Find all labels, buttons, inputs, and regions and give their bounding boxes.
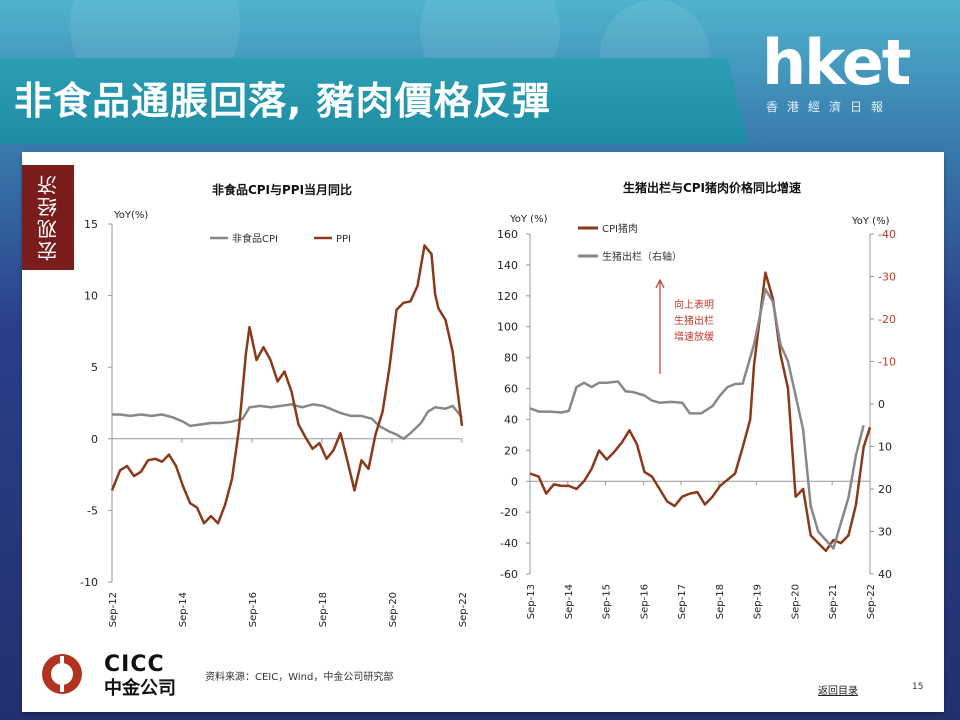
legend-label-ppi: PPI: [336, 234, 351, 245]
y-tick-label: 5: [91, 361, 98, 374]
y-tick-label: 80: [504, 352, 518, 365]
cicc-logo-icon: [42, 654, 82, 694]
x-tick-label: Sep-20: [790, 584, 801, 619]
y-right-tick-label: 20: [878, 483, 892, 496]
chart-title: 生猪出栏与CPI猪肉价格同比增速: [623, 180, 801, 195]
x-tick-label: Sep-19: [753, 584, 764, 619]
page-title: 非食品通脹回落, 豬肉價格反彈: [14, 79, 551, 123]
x-tick-label: Sep-16: [248, 592, 259, 627]
chart-legend: 非食品CPI PPI: [210, 232, 351, 245]
series-line-非食品CPI: [112, 403, 463, 441]
annotation-line-1: 向上表明: [674, 298, 714, 311]
x-tick-label: Sep-12: [108, 592, 119, 627]
legend-label-cpi-pork: CPI猪肉: [602, 222, 638, 235]
x-tick-label: Sep-16: [639, 584, 650, 619]
x-tick-label: Sep-21: [828, 584, 839, 619]
y-tick-label: -10: [80, 576, 98, 589]
title-banner: [0, 58, 748, 144]
y-right-tick-label: 0: [878, 398, 885, 411]
hket-logo-subtitle: 香港經濟日報: [766, 100, 893, 114]
y-tick-label: 100: [497, 321, 518, 334]
y-right-tick-label: -20: [878, 313, 896, 326]
y-tick-label: 0: [511, 475, 518, 488]
x-tick-label: Sep-15: [602, 584, 613, 619]
company-name-en: CICC: [104, 652, 165, 677]
y-right-tick-label: -10: [878, 356, 896, 369]
y-tick-label: 20: [504, 444, 518, 457]
chart-noncore-cpi-ppi: 非食品CPI与PPI当月同比 YoY(%) 非食品CPI PPI 15 10 5 0 -…: [80, 182, 469, 627]
x-tick-label: Sep-14: [178, 592, 189, 627]
page-number: 15: [912, 682, 924, 692]
company-name-cn: 中金公司: [104, 678, 176, 699]
y-right-tick-label: 10: [878, 441, 892, 454]
y-tick-label: 15: [84, 218, 98, 231]
y-tick-label: 40: [504, 413, 518, 426]
y-right-tick-label: -40: [878, 228, 896, 241]
back-to-contents-link[interactable]: 返回目录: [818, 686, 858, 697]
y-axis-label: YoY(%): [113, 210, 148, 221]
chart-legend: CPI猪肉 生猪出栏（右轴）: [578, 222, 682, 263]
series-line-生猪出栏（右轴）: [529, 288, 865, 550]
x-tick-label: Sep-13: [526, 584, 537, 619]
hket-logo: hket: [762, 26, 911, 99]
annotation-line-2: 生猪出栏: [674, 314, 714, 327]
x-tick-label: Sep-18: [318, 592, 329, 627]
y-right-tick-label: 40: [878, 568, 892, 581]
x-tick-label: Sep-22: [458, 592, 469, 627]
y-tick-label: 0: [91, 433, 98, 446]
y-tick-label: -60: [500, 568, 518, 581]
x-tick-label: Sep-22: [866, 584, 877, 619]
x-tick-label: Sep-17: [677, 584, 688, 619]
y-tick-label: 10: [84, 290, 98, 303]
y-axis-label-left: YoY (%): [509, 214, 548, 225]
y-tick-label: -5: [87, 504, 98, 517]
annotation-line-3: 增速放缓: [674, 330, 714, 343]
series-line-PPI: [110, 244, 464, 525]
legend-label-hog-output: 生猪出栏（右轴）: [602, 250, 682, 263]
y-tick-label: 160: [497, 228, 518, 241]
y-tick-label: 60: [504, 383, 518, 396]
y-axis-label-right: YoY (%): [851, 216, 890, 227]
chart-title: 非食品CPI与PPI当月同比: [212, 182, 352, 197]
x-tick-label: Sep-14: [564, 584, 575, 619]
chart-hog-pork-price: 生猪出栏与CPI猪肉价格同比增速 YoY (%) YoY (%) CPI猪肉 生…: [497, 180, 896, 619]
y-tick-label: 120: [497, 290, 518, 303]
y-tick-label: -40: [500, 537, 518, 550]
y-tick-label: -20: [500, 506, 518, 519]
y-right-tick-label: -30: [878, 271, 896, 284]
data-source: 资料来源：CEIC，Wind，中金公司研究部: [205, 672, 394, 683]
y-tick-label: 140: [497, 259, 518, 272]
x-tick-label: Sep-18: [715, 584, 726, 619]
x-tick-label: Sep-20: [388, 592, 399, 627]
legend-label-noncore-cpi: 非食品CPI: [232, 232, 278, 245]
annotation-arrow: [655, 278, 665, 374]
series-line-CPI猪肉: [529, 271, 872, 553]
y-right-tick-label: 30: [878, 526, 892, 539]
